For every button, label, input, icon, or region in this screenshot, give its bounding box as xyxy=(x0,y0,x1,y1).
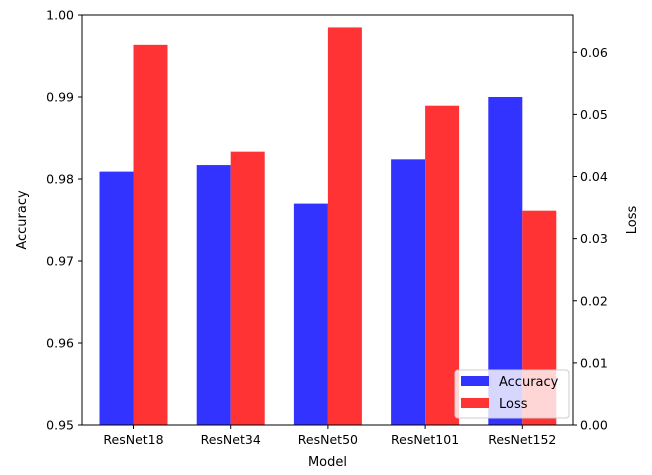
ticks-layer: ResNet18 ResNet34 ResNet50 ResNet101 ResNet1… xyxy=(46,8,608,448)
bar-loss-resnet50 xyxy=(327,27,362,425)
y2-tick-label: 0.06 xyxy=(580,45,608,60)
y-tick-label: 1.00 xyxy=(46,8,74,23)
bars-layer xyxy=(99,27,557,426)
x-tick-label: ResNet101 xyxy=(391,432,459,447)
bar-accuracy-resnet18 xyxy=(99,171,134,425)
x-tick-label: ResNet18 xyxy=(103,432,163,447)
bar-accuracy-resnet101 xyxy=(391,159,426,425)
y-tick-label: 0.97 xyxy=(46,254,74,269)
y2-tick-label: 0.05 xyxy=(580,107,608,122)
legend-label-accuracy: Accuracy xyxy=(499,375,559,390)
y-axis-title: Accuracy xyxy=(15,190,30,250)
y2-tick-label: 0.03 xyxy=(580,231,608,246)
bar-loss-resnet18 xyxy=(133,44,168,426)
x-tick-label: ResNet152 xyxy=(488,432,556,447)
x-tick-label: ResNet34 xyxy=(201,432,261,447)
bar-loss-resnet101 xyxy=(425,105,460,426)
y2-tick-label: 0.02 xyxy=(580,293,608,308)
y2-tick-label: 0.01 xyxy=(580,355,608,370)
y-tick-label: 0.95 xyxy=(46,418,74,433)
y-tick-label: 0.99 xyxy=(46,90,74,105)
bar-accuracy-resnet50 xyxy=(293,203,328,425)
y2-tick-label: 0.00 xyxy=(580,418,608,433)
bar-accuracy-resnet34 xyxy=(196,165,231,425)
y2-axis-title: Loss xyxy=(625,206,640,235)
legend-swatch-accuracy xyxy=(461,376,489,386)
legend-swatch-loss xyxy=(461,398,489,408)
legend: Accuracy Loss xyxy=(454,369,570,419)
y2-tick-label: 0.04 xyxy=(580,169,608,184)
bar-loss-resnet34 xyxy=(230,151,265,425)
x-tick-label: ResNet50 xyxy=(298,432,358,447)
y-tick-label: 0.96 xyxy=(46,336,74,351)
legend-label-loss: Loss xyxy=(499,397,528,412)
y-tick-label: 0.98 xyxy=(46,172,74,187)
x-axis-title: Model xyxy=(308,455,347,470)
